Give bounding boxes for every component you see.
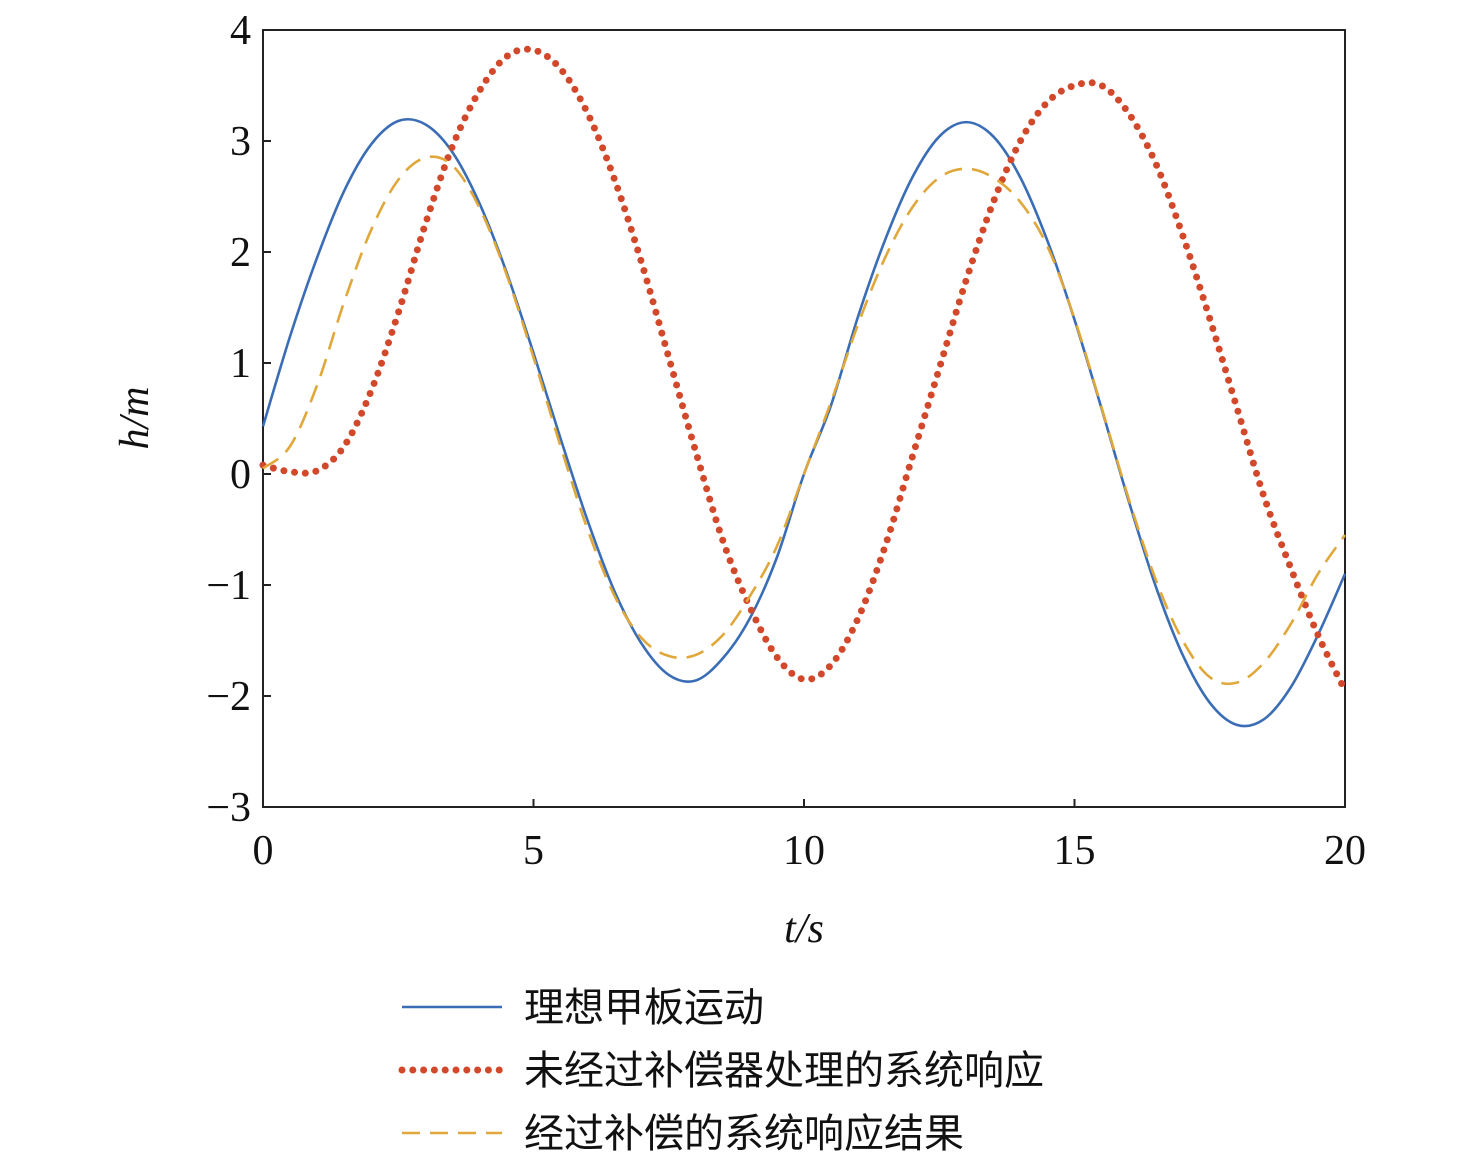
y-tick-label: 2 [230,230,251,276]
x-axis-label: t/s [784,906,824,952]
y-tick-label: 3 [230,119,251,165]
y-tick-label: −3 [206,785,251,831]
x-tick-label: 10 [783,828,825,874]
series-line [259,45,1349,694]
x-tick-label: 5 [523,828,544,874]
y-tick-label: −2 [206,674,251,720]
y-tick-label: 1 [230,341,251,387]
legend-text: 经过补偿的系统响应结果 [524,1111,964,1157]
x-tick-label: 20 [1324,828,1366,874]
plot-frame [262,29,1346,808]
legend-text: 理想甲板运动 [524,985,764,1031]
y-tick-label: 4 [230,8,251,54]
legend-text: 未经过补偿器处理的系统响应 [524,1048,1044,1094]
y-tick-label: 0 [230,452,251,498]
series-line [261,117,1347,728]
y-tick-label: −1 [206,563,251,609]
x-tick-label: 0 [253,828,274,874]
series-line [262,155,1347,686]
x-tick-label: 15 [1054,828,1096,874]
y-axis-label: h/m [112,387,158,450]
